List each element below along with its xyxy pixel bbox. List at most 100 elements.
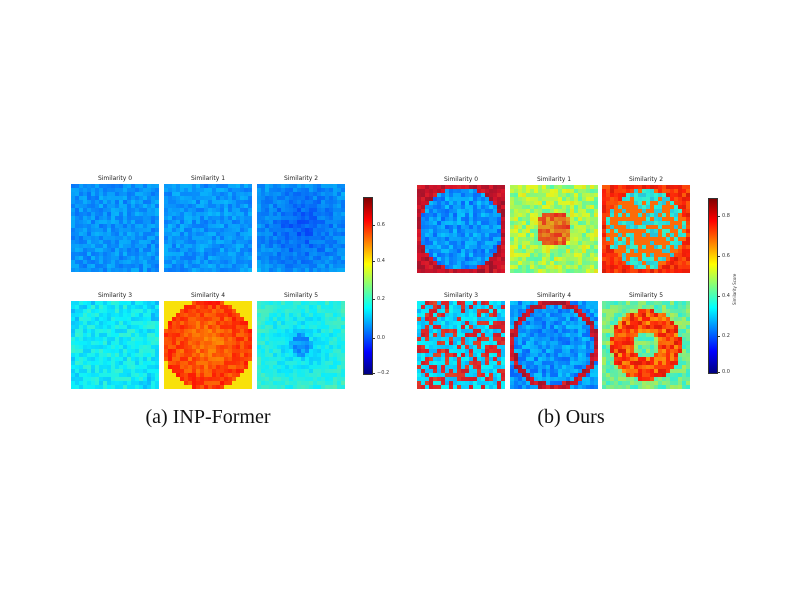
heatmap-cell xyxy=(83,268,88,272)
heatmap-cell xyxy=(200,248,205,253)
heatmap-cell xyxy=(333,317,338,322)
heatmap-cell xyxy=(325,212,330,217)
heatmap-cell xyxy=(337,240,342,245)
heatmap-cell xyxy=(99,373,104,378)
heatmap-cell xyxy=(212,377,217,382)
heatmap-cell xyxy=(147,305,152,310)
heatmap-cell xyxy=(622,233,627,238)
heatmap-cell xyxy=(123,345,128,350)
heatmap-cell xyxy=(429,189,434,194)
heatmap-cell xyxy=(518,213,523,218)
heatmap-cell xyxy=(618,269,623,273)
heatmap-cell xyxy=(115,369,120,374)
heatmap-cell xyxy=(95,369,100,374)
heatmap-cell xyxy=(437,269,442,273)
heatmap-cell xyxy=(433,233,438,238)
heatmap-cell xyxy=(510,253,515,258)
heatmap-cell xyxy=(164,212,169,217)
heatmap-cell xyxy=(445,365,450,370)
heatmap-cell xyxy=(79,357,84,362)
heatmap-cell xyxy=(200,341,205,346)
heatmap-cell xyxy=(232,220,237,225)
heatmap-cell xyxy=(501,337,505,342)
heatmap-cell xyxy=(180,228,185,233)
heatmap-cell xyxy=(176,244,181,249)
heatmap-cell xyxy=(493,249,498,254)
heatmap-cell xyxy=(510,321,515,326)
heatmap-cell xyxy=(514,245,519,250)
heatmap-cell xyxy=(578,237,583,242)
heatmap-cell xyxy=(485,197,490,202)
heatmap-cell xyxy=(240,309,245,314)
heatmap-cell xyxy=(184,381,189,386)
heatmap-cell xyxy=(244,321,249,326)
heatmap-cell xyxy=(674,201,679,206)
heatmap-cell xyxy=(333,333,338,338)
heatmap-cell xyxy=(534,213,539,218)
heatmap-cell xyxy=(71,232,76,237)
heatmap-cell xyxy=(493,345,498,350)
heatmap-cell xyxy=(666,225,671,230)
heatmap-cell xyxy=(87,244,92,249)
heatmap-cell xyxy=(103,264,108,269)
heatmap-cell xyxy=(457,309,462,314)
heatmap-cell xyxy=(192,192,197,197)
heatmap-cell xyxy=(477,193,482,198)
heatmap-cell xyxy=(83,204,88,209)
heatmap-cell xyxy=(111,361,116,366)
heatmap-cell xyxy=(317,184,322,189)
heatmap-cell xyxy=(457,193,462,198)
heatmap-cell xyxy=(196,313,201,318)
heatmap-cell xyxy=(433,349,438,354)
heatmap-cell xyxy=(522,301,527,306)
heatmap-cell xyxy=(526,301,531,306)
heatmap-cell xyxy=(224,208,229,213)
heatmap-cell xyxy=(289,196,294,201)
heatmap-cell xyxy=(497,317,502,322)
heatmap-cell xyxy=(682,185,687,190)
heatmap-cell xyxy=(618,237,623,242)
heatmap-cell xyxy=(574,257,579,262)
heatmap-cell xyxy=(79,248,84,253)
heatmap-cell xyxy=(417,373,422,378)
heatmap-cell xyxy=(425,245,430,250)
heatmap-cell xyxy=(542,213,547,218)
heatmap-cell xyxy=(305,204,310,209)
heatmap-cell xyxy=(558,189,563,194)
heatmap-cell xyxy=(172,212,177,217)
heatmap-cell xyxy=(481,305,486,310)
heatmap-cell xyxy=(71,248,76,253)
heatmap-cell xyxy=(204,377,209,382)
heatmap-cell xyxy=(329,192,334,197)
heatmap-cell xyxy=(143,377,148,382)
heatmap-cell xyxy=(269,353,274,358)
heatmap-cell xyxy=(510,309,515,314)
heatmap-cell xyxy=(638,197,643,202)
heatmap-cell xyxy=(184,220,189,225)
heatmap-cell xyxy=(248,305,252,310)
heatmap-cell xyxy=(562,221,567,226)
heatmap-cell xyxy=(248,240,252,245)
heatmap-cell xyxy=(473,201,478,206)
heatmap-cell xyxy=(261,252,266,257)
heatmap-cell xyxy=(473,237,478,242)
heatmap-cell xyxy=(147,333,152,338)
heatmap-cell xyxy=(666,249,671,254)
heatmap-cell xyxy=(309,268,314,272)
heatmap-cell xyxy=(103,309,108,314)
heatmap-cell xyxy=(546,257,551,262)
heatmap-cell xyxy=(417,301,422,306)
heatmap-cell xyxy=(204,204,209,209)
heatmap-cell xyxy=(469,313,474,318)
heatmap-cell xyxy=(115,204,120,209)
heatmap-cell xyxy=(317,268,322,272)
heatmap-cell xyxy=(437,249,442,254)
heatmap-cell xyxy=(168,341,173,346)
heatmap-cell xyxy=(147,232,152,237)
heatmap-cell xyxy=(461,237,466,242)
heatmap-cell xyxy=(538,209,543,214)
heatmap-cell xyxy=(461,309,466,314)
heatmap-cell xyxy=(473,321,478,326)
heatmap-cell xyxy=(321,244,326,249)
heatmap-cell xyxy=(682,253,687,258)
